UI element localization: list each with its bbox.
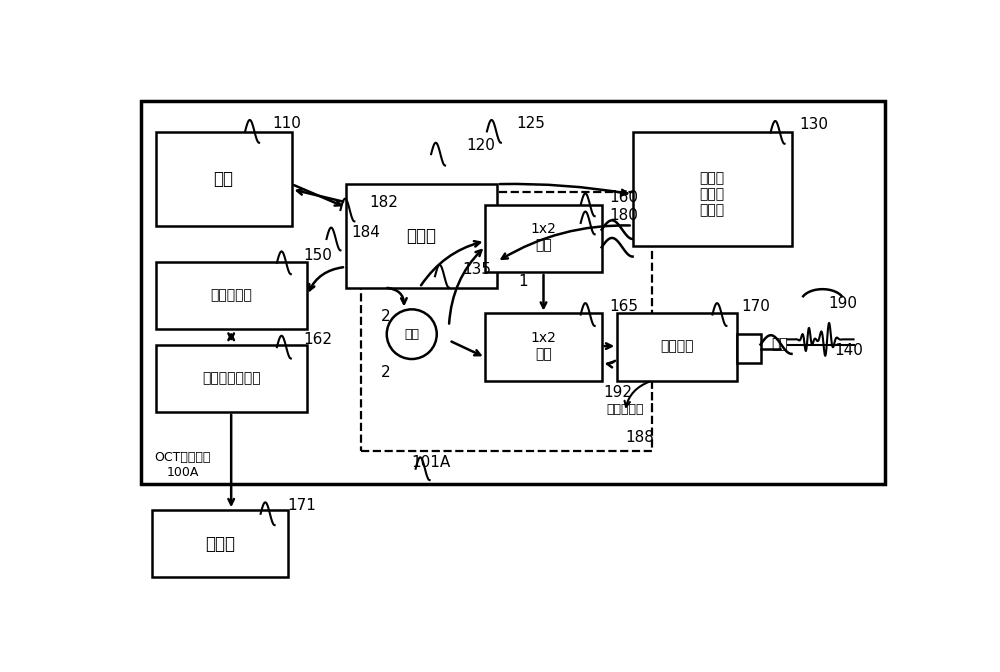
Text: OCT成像引擎
100A: OCT成像引擎 100A bbox=[154, 451, 211, 478]
Text: 120: 120 bbox=[466, 138, 495, 153]
Text: 1x2
开关: 1x2 开关 bbox=[531, 331, 556, 361]
Bar bbox=[140, 101, 885, 485]
Text: 150: 150 bbox=[303, 247, 332, 263]
Text: 188: 188 bbox=[625, 430, 654, 445]
Text: 190: 190 bbox=[829, 296, 858, 310]
Text: 101A: 101A bbox=[412, 455, 451, 470]
Text: 导管: 导管 bbox=[772, 337, 788, 351]
Text: 1x2
开关: 1x2 开关 bbox=[531, 222, 556, 252]
Text: 135: 135 bbox=[462, 262, 491, 277]
Bar bbox=[156, 132, 292, 226]
Text: 数字信号处理器: 数字信号处理器 bbox=[202, 371, 261, 385]
Bar bbox=[737, 334, 761, 363]
Bar bbox=[617, 313, 737, 381]
Text: 分光器: 分光器 bbox=[406, 227, 436, 245]
Text: 160: 160 bbox=[609, 190, 638, 204]
Text: 110: 110 bbox=[272, 116, 301, 131]
Text: 171: 171 bbox=[288, 499, 317, 513]
Bar bbox=[485, 205, 602, 272]
Text: 184: 184 bbox=[351, 224, 380, 240]
Text: 导管接口: 导管接口 bbox=[660, 339, 694, 353]
Bar bbox=[156, 262, 307, 329]
Bar bbox=[152, 510, 288, 577]
Text: 140: 140 bbox=[834, 343, 863, 358]
Text: 130: 130 bbox=[799, 117, 828, 132]
Bar bbox=[346, 184, 497, 288]
Text: 显示器: 显示器 bbox=[205, 535, 235, 553]
Text: 光电二极管: 光电二极管 bbox=[211, 288, 252, 302]
Ellipse shape bbox=[387, 309, 437, 359]
Text: 165: 165 bbox=[609, 299, 638, 314]
Text: 125: 125 bbox=[516, 116, 545, 130]
Text: 1: 1 bbox=[519, 274, 528, 289]
Bar bbox=[485, 313, 602, 381]
Text: 2: 2 bbox=[381, 366, 390, 380]
Text: 纤维: 纤维 bbox=[404, 328, 419, 341]
Text: 2: 2 bbox=[381, 308, 390, 324]
Text: 光学连接器: 光学连接器 bbox=[606, 403, 644, 416]
Text: 可调节
位置的
参考镜: 可调节 位置的 参考镜 bbox=[700, 171, 725, 218]
Text: 170: 170 bbox=[741, 299, 770, 314]
Text: 192: 192 bbox=[603, 385, 632, 400]
Bar bbox=[361, 192, 652, 451]
Text: 180: 180 bbox=[609, 208, 638, 222]
Text: 光源: 光源 bbox=[213, 170, 233, 188]
Text: 182: 182 bbox=[369, 195, 398, 210]
Bar bbox=[156, 345, 307, 412]
Bar bbox=[633, 132, 792, 246]
Text: 162: 162 bbox=[303, 332, 332, 347]
